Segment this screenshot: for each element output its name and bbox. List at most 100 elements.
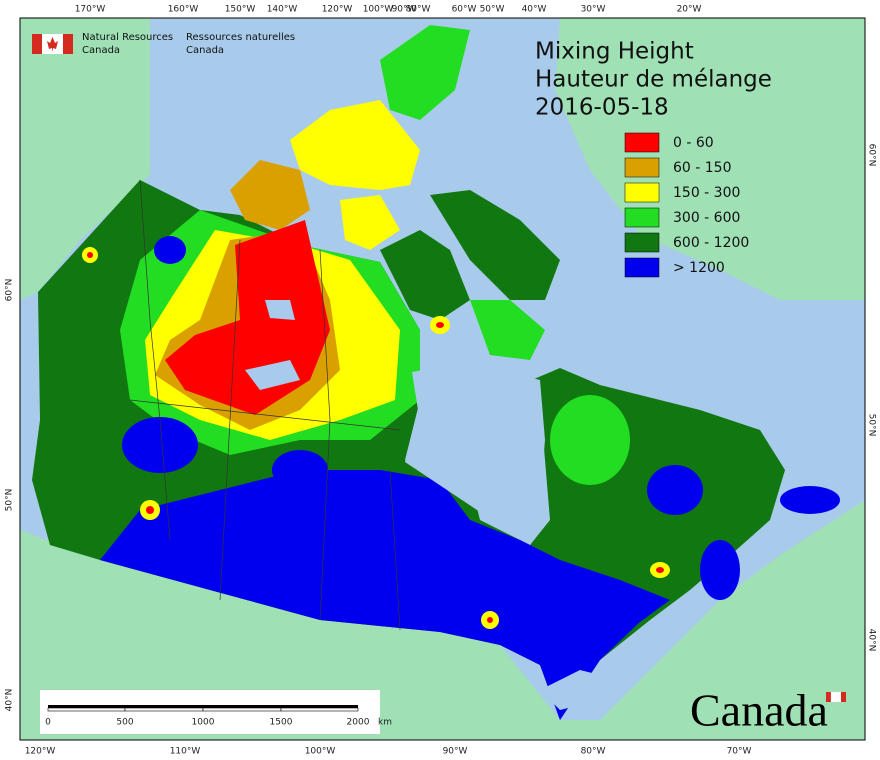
graticule-label: 20°W (677, 5, 702, 15)
graticule-label: 90°W (392, 5, 417, 15)
legend-swatch (624, 207, 660, 228)
flag (32, 34, 42, 54)
zone-blue (100, 470, 670, 720)
zone-blue (272, 450, 328, 490)
scale-segment (48, 705, 125, 708)
border (129, 399, 401, 431)
flag (826, 692, 831, 702)
graticule-label: 120°W (322, 5, 353, 15)
graticule-label: 170°W (75, 5, 106, 15)
legend-label: 0 - 60 (673, 135, 714, 151)
graticule-label: 150°W (225, 5, 256, 15)
flag (63, 34, 73, 54)
border (219, 239, 241, 601)
zone-blue (154, 236, 186, 264)
lake (245, 360, 300, 390)
zone-blue (122, 417, 198, 473)
legend-swatch (624, 132, 660, 153)
graticule-label: 80°W (581, 747, 606, 757)
scale-segment (125, 705, 203, 708)
legend-swatch (624, 182, 660, 203)
greenland (555, 18, 865, 300)
island (290, 100, 420, 190)
graticule-label: 30°W (581, 5, 606, 15)
graticule-label: 60°N (5, 279, 15, 302)
border (139, 179, 171, 541)
island (380, 230, 470, 320)
agency-en: Canada (82, 45, 120, 56)
graticule-label: 110°W (170, 747, 201, 757)
island (230, 160, 310, 230)
scale-segment (281, 705, 358, 708)
island (380, 25, 470, 120)
hudson-bay (405, 362, 545, 520)
alaska (20, 18, 150, 300)
graticule-label: 50°N (867, 414, 877, 437)
hotspot (436, 322, 444, 328)
scale-unit: km (378, 718, 392, 728)
border (319, 249, 331, 621)
legend-swatch (624, 157, 660, 178)
graticule-label: 90°W (443, 747, 468, 757)
lake (265, 300, 295, 320)
hotspot (146, 506, 154, 514)
scale-label: 500 (116, 718, 133, 728)
legend-label: 300 - 600 (673, 210, 740, 226)
graticule-label: 40°N (867, 629, 877, 652)
agency-fr: Ressources naturelles (186, 32, 295, 43)
scale-segment (280, 707, 359, 712)
frame (19, 17, 866, 741)
wordmark: Canada (690, 685, 828, 736)
legend-label: 60 - 150 (673, 160, 732, 176)
graticule-label: 140°W (267, 5, 298, 15)
hotspot (656, 567, 664, 573)
scale-bar-box (40, 690, 380, 734)
legend-label: 150 - 300 (673, 185, 740, 201)
zone-blue (700, 540, 740, 600)
title: 2016-05-18 (535, 95, 669, 121)
scale-label: 1500 (270, 718, 293, 728)
zone-green (550, 395, 630, 485)
hotspot (87, 252, 93, 258)
agency-en: Natural Resources (82, 32, 173, 43)
graticule-label: 100°W (363, 5, 394, 15)
scale-label: 0 (45, 718, 51, 728)
graticule-label: 160°W (168, 5, 199, 15)
island (340, 195, 400, 250)
flag-leaf (47, 37, 58, 52)
great-lakes (540, 670, 620, 710)
scale-segment (202, 707, 282, 712)
legend-swatch (624, 257, 660, 278)
graticule-label: 60°W (452, 5, 477, 15)
title: Hauteur de mélange (535, 67, 772, 93)
united-states (20, 500, 865, 740)
graticule-label: 70°W (727, 747, 752, 757)
graticule-label: 40°N (5, 689, 15, 712)
title: Mixing Height (535, 39, 694, 65)
graticule-label: 120°W (25, 747, 56, 757)
border (389, 469, 401, 631)
scale-bar: 0 500 1000 1500 2000 km (45, 705, 392, 728)
graticule-label: 50°W (480, 5, 505, 15)
scale-label: 2000 (347, 718, 370, 728)
scale-segment (47, 707, 126, 712)
agency-fr: Canada (186, 45, 224, 56)
scale-segment (203, 705, 281, 708)
graticule-label: 80°W (406, 5, 431, 15)
legend-label: > 1200 (673, 260, 725, 276)
island (470, 300, 545, 360)
zone-blue (780, 486, 840, 514)
scale-label: 1000 (192, 718, 215, 728)
flag (830, 691, 842, 703)
graticule-label: 50°N (5, 489, 15, 512)
graticule-label: 60°N (867, 144, 877, 167)
zone-blue (647, 465, 703, 515)
flag (841, 692, 846, 702)
graticule-label: 100°W (305, 747, 336, 757)
legend-swatch (624, 232, 660, 253)
hotspot (487, 617, 493, 623)
legend-label: 600 - 1200 (673, 235, 749, 251)
island (430, 190, 560, 300)
graticule-label: 40°W (522, 5, 547, 15)
